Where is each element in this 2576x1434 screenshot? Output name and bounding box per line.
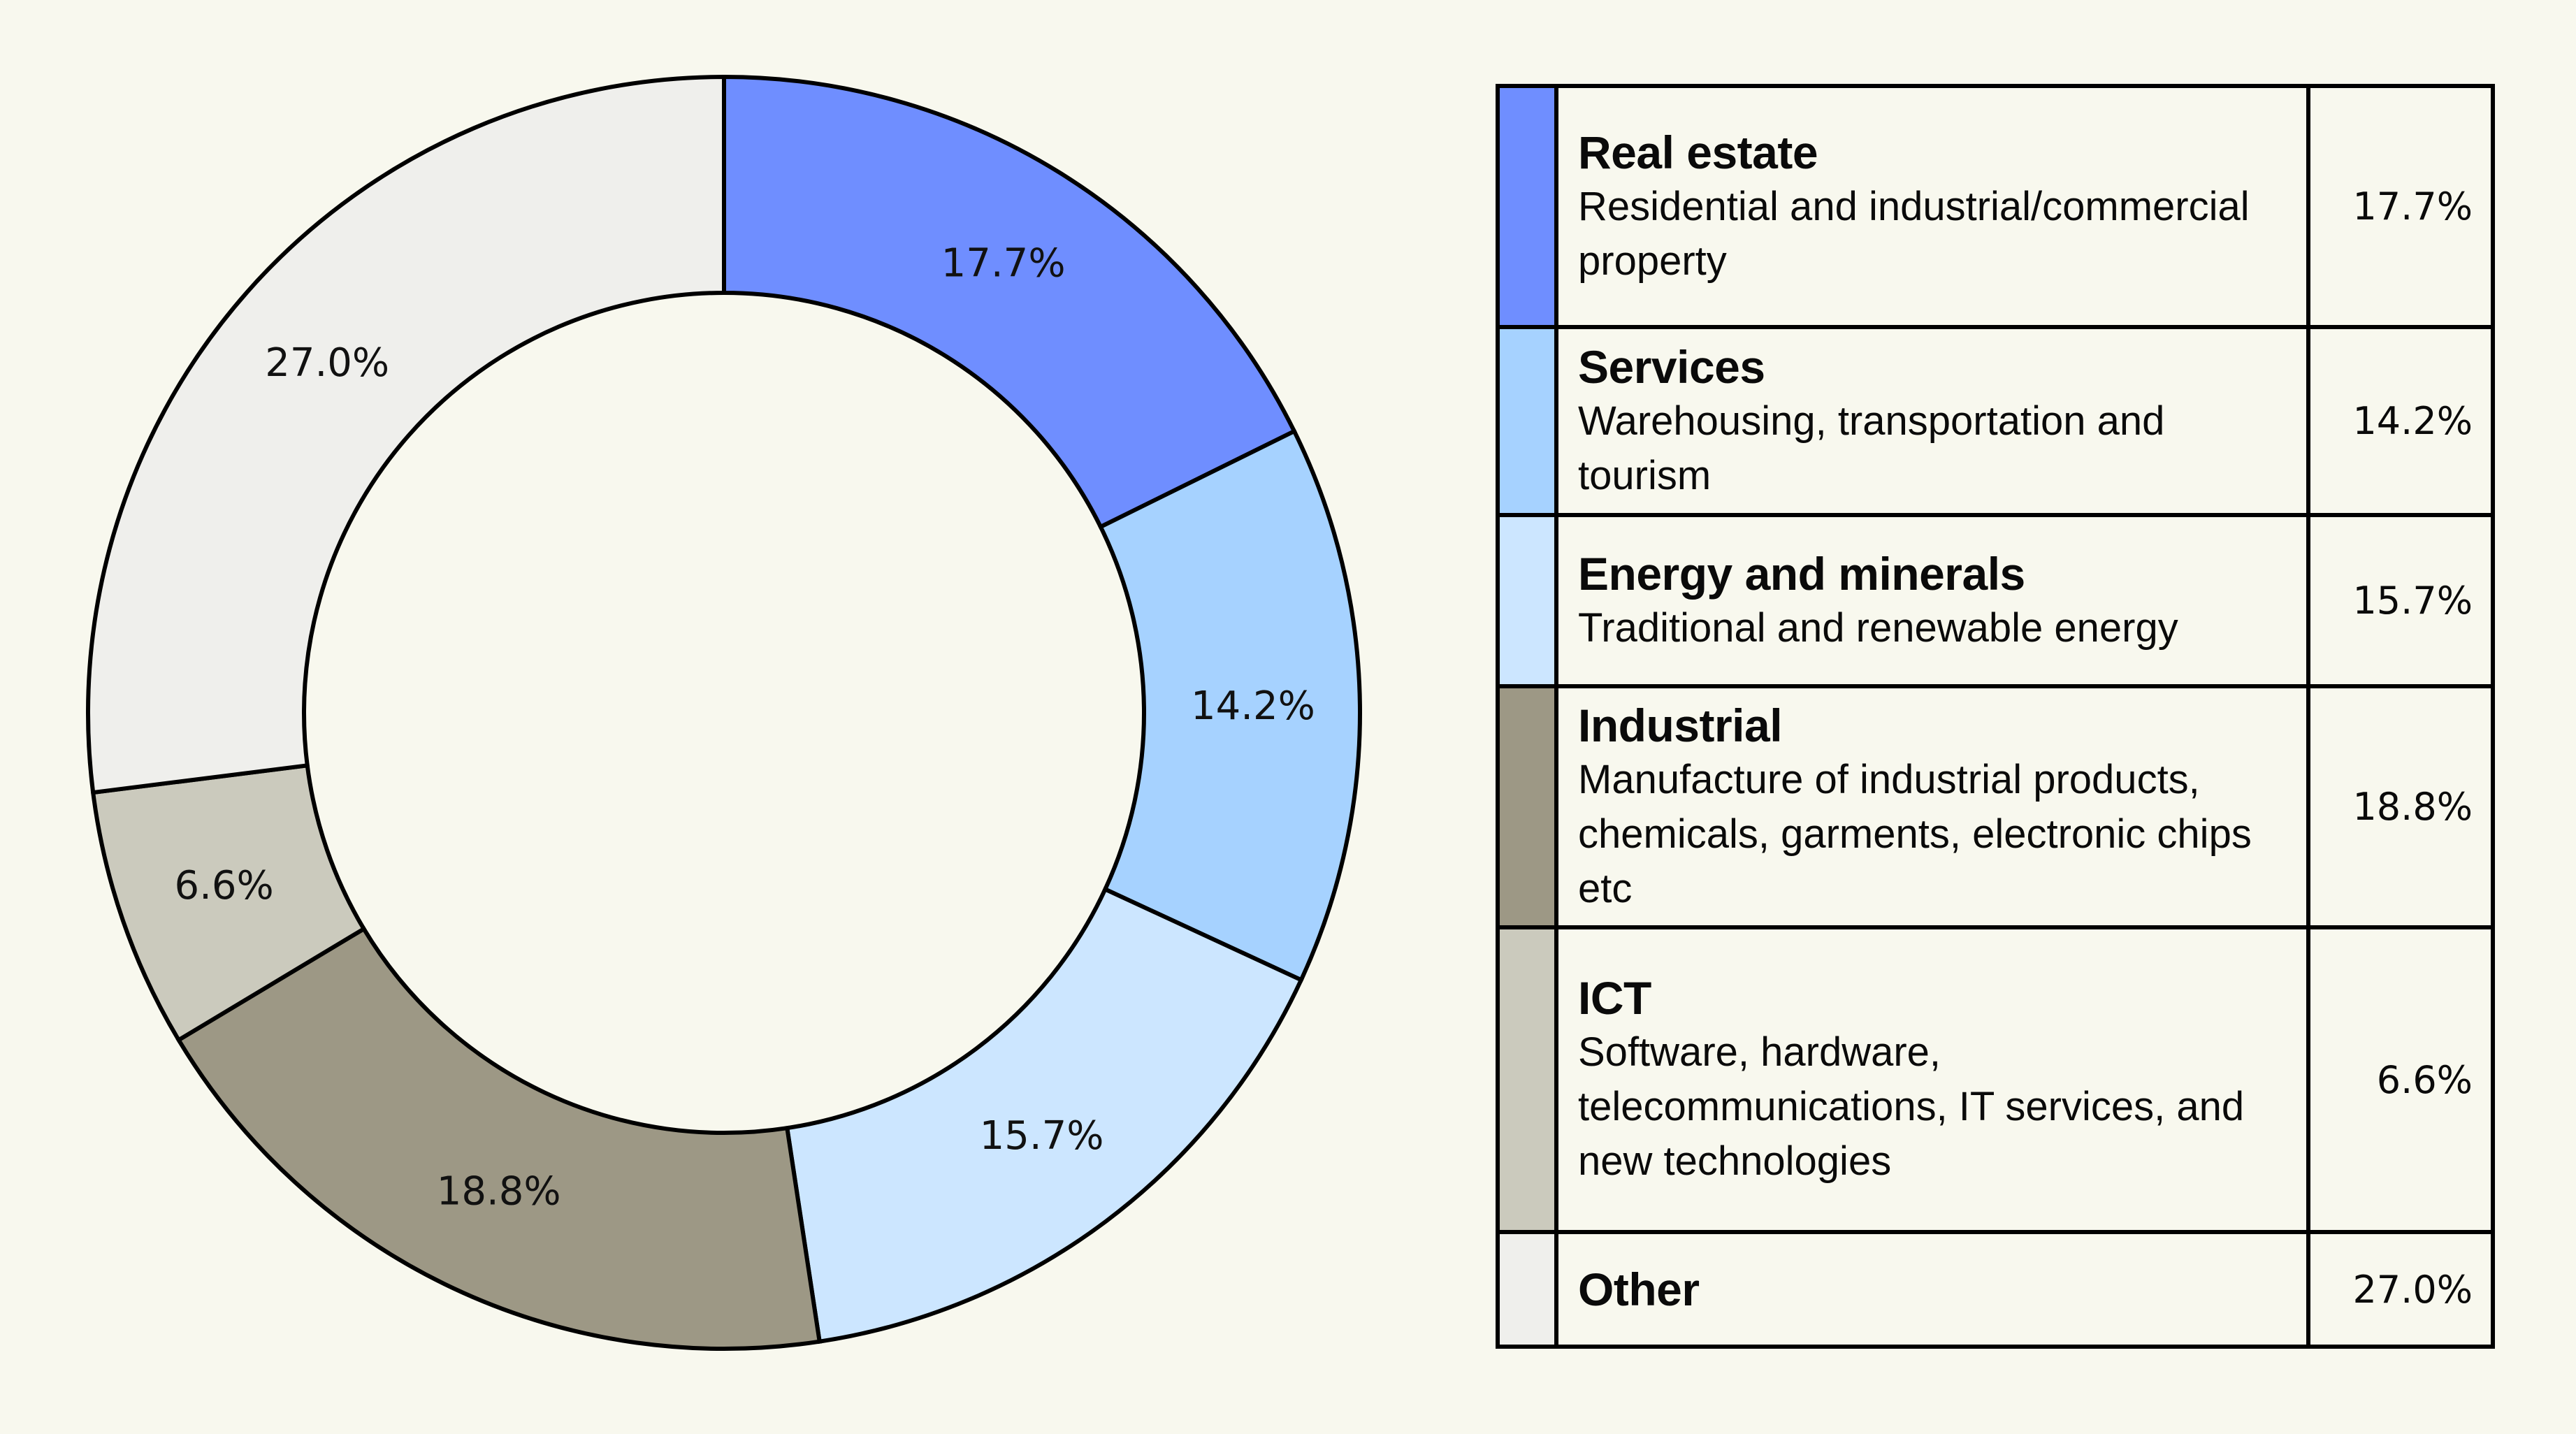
donut-labels: 17.7% 14.2% 15.7% 18.8% 6.6% 27.0% bbox=[174, 241, 1315, 1215]
legend-title: Other bbox=[1578, 1263, 1700, 1315]
legend-row-services: Services Warehousing, transportation and… bbox=[1500, 325, 2491, 513]
legend-table: Real estate Residential and industrial/c… bbox=[1496, 84, 2495, 1349]
legend-label-cell: Energy and minerals Traditional and rene… bbox=[1558, 517, 2310, 684]
legend-label-cell: Services Warehousing, transportation and… bbox=[1558, 329, 2310, 513]
donut-label-ict: 6.6% bbox=[174, 863, 273, 908]
legend-description: Traditional and renewable energy bbox=[1578, 604, 2178, 651]
donut-label-industrial: 18.8% bbox=[437, 1168, 561, 1214]
legend-value: 6.6% bbox=[2376, 1057, 2473, 1102]
donut-label-other: 27.0% bbox=[265, 340, 389, 386]
legend-swatch bbox=[1500, 688, 1558, 925]
legend-swatch bbox=[1500, 929, 1558, 1230]
legend-swatch bbox=[1500, 88, 1558, 325]
legend-value: 18.8% bbox=[2352, 785, 2473, 829]
donut-label-real-estate: 17.7% bbox=[941, 241, 1066, 287]
legend-row-ict: ICT Software, hardware, telecommunicatio… bbox=[1500, 925, 2491, 1230]
legend-row-industrial: Industrial Manufacture of industrial pro… bbox=[1500, 684, 2491, 925]
donut-label-services: 14.2% bbox=[1191, 683, 1315, 729]
legend-value: 14.2% bbox=[2352, 399, 2473, 443]
legend-label-cell: Other bbox=[1558, 1234, 2310, 1345]
legend-description: Residential and industrial/commercial pr… bbox=[1578, 183, 2250, 284]
donut-slice-energy-and-minerals bbox=[784, 886, 1304, 1345]
legend-row-other: Other 27.0% bbox=[1500, 1230, 2491, 1345]
legend-label-cell: Industrial Manufacture of industrial pro… bbox=[1558, 688, 2310, 925]
legend-title: Real estate bbox=[1578, 126, 1818, 178]
donut-slice-services bbox=[1097, 428, 1362, 983]
legend-value: 15.7% bbox=[2352, 579, 2473, 623]
donut-chart: 17.7% 14.2% 15.7% 18.8% 6.6% 27.0% bbox=[86, 74, 1362, 1351]
legend-title: Services bbox=[1578, 340, 1765, 393]
donut-slice-other bbox=[86, 74, 726, 795]
legend-label-cell: Real estate Residential and industrial/c… bbox=[1558, 88, 2310, 325]
donut-slices bbox=[86, 74, 1362, 1351]
legend-label-cell: ICT Software, hardware, telecommunicatio… bbox=[1558, 929, 2310, 1230]
donut-label-energy-and-minerals: 15.7% bbox=[980, 1113, 1104, 1159]
donut-slice-industrial bbox=[175, 926, 823, 1351]
legend-description: Software, hardware, telecommunications, … bbox=[1578, 1029, 2245, 1184]
legend-description: Manufacture of industrial products, chem… bbox=[1578, 756, 2252, 911]
legend-title: Energy and minerals bbox=[1578, 547, 2025, 600]
legend-row-energy-and-minerals: Energy and minerals Traditional and rene… bbox=[1500, 513, 2491, 684]
legend-title: Industrial bbox=[1578, 699, 1783, 751]
legend-title: ICT bbox=[1578, 972, 1651, 1024]
legend-swatch bbox=[1500, 517, 1558, 684]
legend-swatch bbox=[1500, 1234, 1558, 1345]
donut-slice-real-estate bbox=[722, 74, 1297, 530]
legend-value: 27.0% bbox=[2352, 1267, 2473, 1312]
legend-swatch bbox=[1500, 329, 1558, 513]
legend-row-real-estate: Real estate Residential and industrial/c… bbox=[1500, 88, 2491, 325]
legend-value: 17.7% bbox=[2352, 184, 2473, 229]
legend-description: Warehousing, transportation and tourism bbox=[1578, 398, 2165, 498]
